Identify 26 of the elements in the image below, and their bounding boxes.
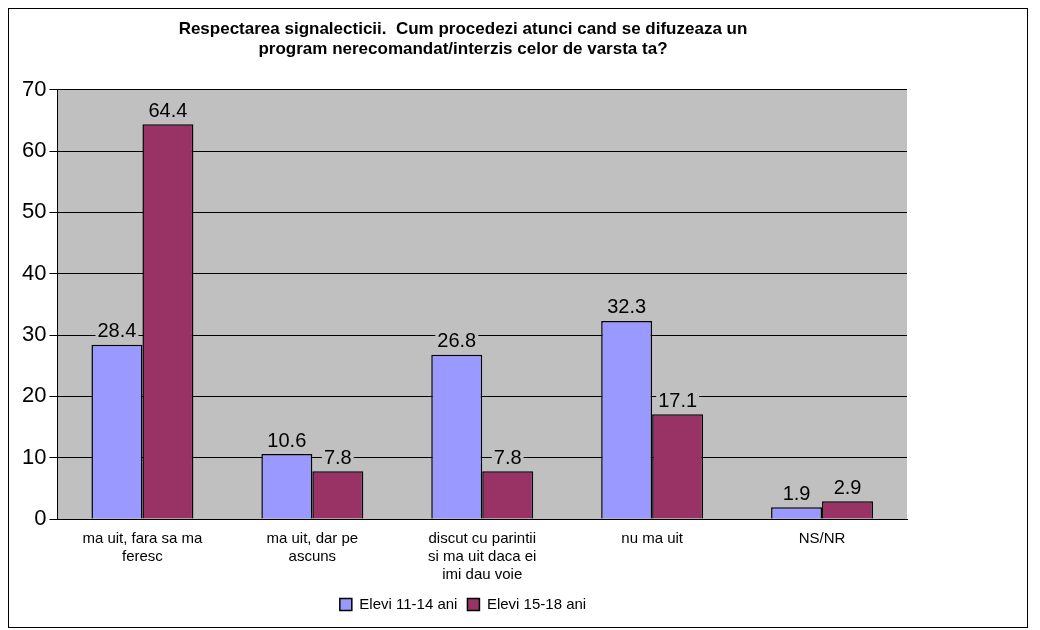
legend-label: Elevi 15-18 ani — [486, 594, 587, 612]
data-label: 26.8 — [437, 329, 477, 352]
data-label: 1.9 — [782, 481, 811, 504]
data-label: 7.8 — [323, 445, 352, 468]
y-tick-label: 50 — [21, 198, 47, 224]
x-tick-label: nu ma uit — [621, 529, 684, 547]
data-label: 64.4 — [148, 98, 188, 121]
data-label: 17.1 — [658, 388, 698, 411]
y-tick-label: 20 — [21, 382, 47, 408]
x-tick-label: ma uit, dar pe ascuns — [266, 529, 359, 565]
y-tick-label: 0 — [34, 505, 47, 531]
y-tick-label: 30 — [21, 321, 47, 347]
data-label: 10.6 — [267, 428, 307, 451]
x-tick-label: NS/NR — [798, 529, 846, 547]
y-tick-label: 40 — [21, 259, 47, 285]
x-tick-label: discut cu parintii si ma uit daca ei imi dau voie — [428, 529, 537, 583]
x-tick-label: ma uit, fara sa ma feresc — [82, 529, 204, 565]
legend-label: Elevi 11-14 ani — [359, 594, 458, 612]
chart-title: Respectarea signalecticii. Cum procedezi atunci cand se difuzeaza un program nerecomandat/interzis celor de varsta ta? — [178, 18, 748, 59]
data-label: 7.8 — [493, 445, 522, 468]
y-tick-label: 60 — [21, 137, 47, 163]
data-label: 2.9 — [833, 475, 862, 498]
data-label: 28.4 — [97, 319, 137, 342]
data-label: 32.3 — [607, 295, 647, 318]
y-tick-label: 10 — [21, 443, 47, 469]
y-tick-label: 70 — [21, 75, 47, 101]
